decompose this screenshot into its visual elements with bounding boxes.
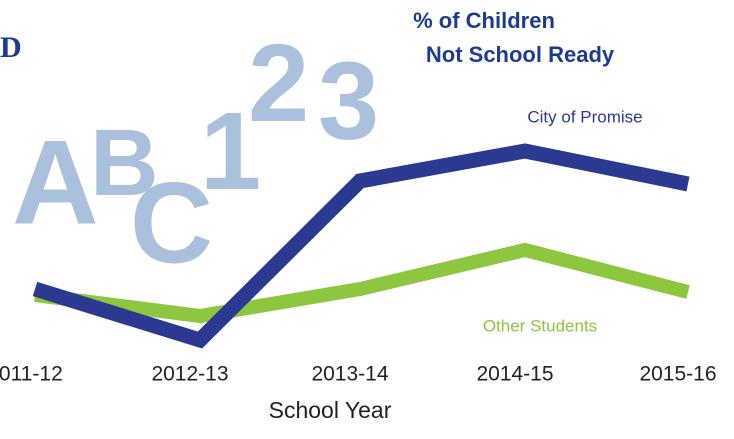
x-tick-label: 2012-13 (151, 363, 228, 386)
x-tick-label: 2015-16 (639, 363, 716, 386)
decor-letter: A (12, 116, 99, 250)
x-tick-label: 2013-14 (311, 363, 388, 386)
decor-letter: 3 (318, 40, 379, 163)
decor-letter: 2 (248, 22, 309, 145)
x-axis-title: School Year (269, 397, 392, 423)
series-label: Other Students (483, 316, 597, 335)
chart: D A B C 1 2 3 % of Children Not School R… (0, 0, 734, 439)
series-label: City of Promise (527, 107, 642, 126)
x-tick-label: 2014-15 (476, 363, 553, 386)
decorations: A B C 1 2 3 (12, 22, 379, 287)
chart-title: Not School Ready (426, 42, 615, 67)
logo-fragment: D (0, 31, 22, 64)
chart-title: % of Children (413, 8, 555, 33)
x-tick-label: 2011-12 (0, 363, 63, 386)
